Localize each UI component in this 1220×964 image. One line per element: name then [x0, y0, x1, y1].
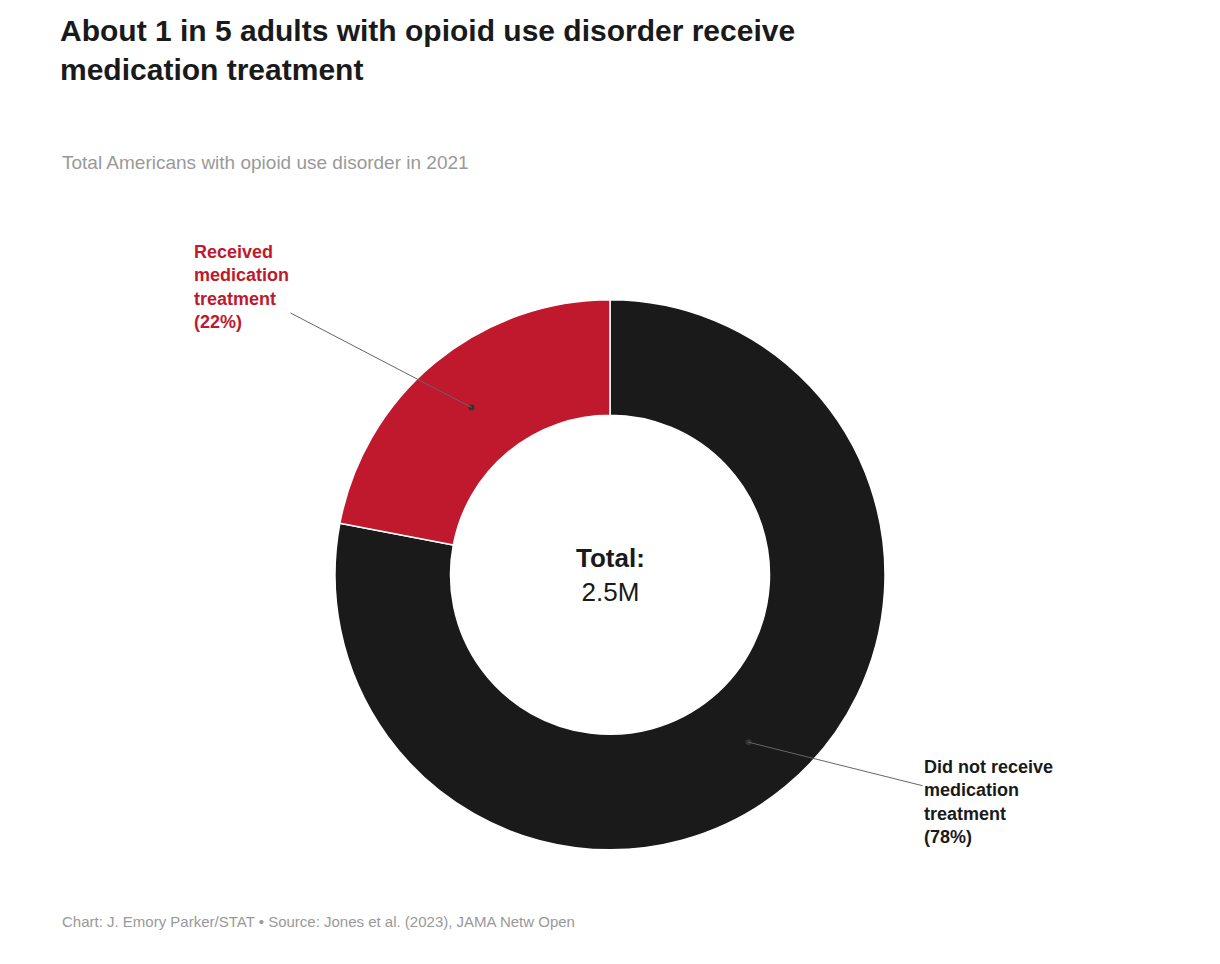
svg-text:About 1 in 5 adults with opioi: About 1 in 5 adults with opioid use diso…	[60, 14, 795, 86]
svg-text:Did not receivemedicationtreat: Did not receivemedicationtreatment(78%)	[924, 757, 1053, 847]
svg-text:Total Americans with opioid us: Total Americans with opioid use disorder…	[62, 152, 469, 173]
svg-text:Chart: J. Emory Parker/STAT •: Chart: J. Emory Parker/STAT • Source: Jo…	[62, 913, 575, 930]
svg-text:Total:2.5M: Total:2.5M	[576, 543, 645, 607]
svg-text:Receivedmedicationtreatment(22: Receivedmedicationtreatment(22%)	[194, 242, 289, 332]
